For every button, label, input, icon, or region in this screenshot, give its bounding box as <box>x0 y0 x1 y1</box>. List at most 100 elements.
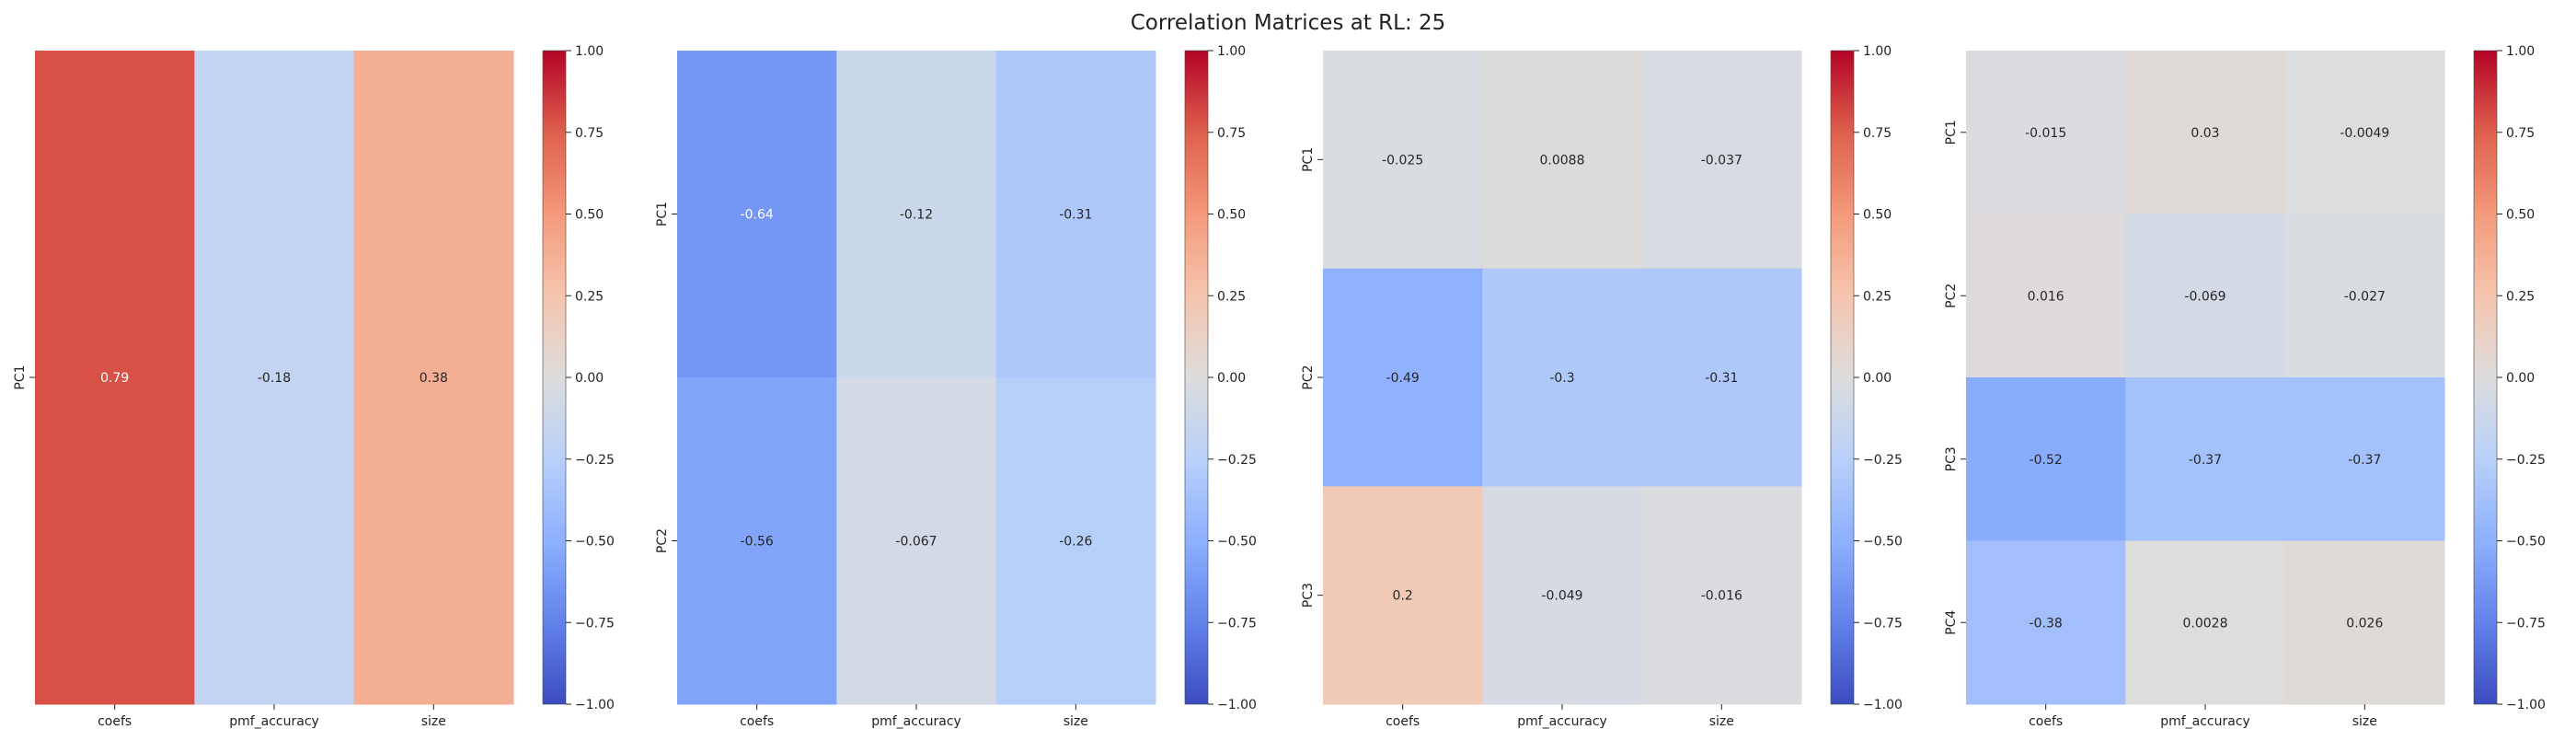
cell-annotation: -0.31 <box>1705 371 1738 386</box>
y-tick-label: PC1 <box>13 365 28 389</box>
colorbar-tick-label: 0.00 <box>575 371 604 386</box>
x-tick-label: size <box>2352 714 2377 729</box>
cell-annotation: 0.0028 <box>2183 616 2228 631</box>
colorbar-tick-label: 0.50 <box>2506 208 2535 223</box>
cell-annotation: -0.12 <box>900 208 933 223</box>
x-tick-label: coefs <box>1386 714 1420 729</box>
y-tick-label: PC4 <box>1944 610 1959 635</box>
cell-annotation: 0.2 <box>1393 589 1413 604</box>
heatmap-cell <box>1966 540 2126 705</box>
y-tick-label: PC3 <box>1944 446 1959 471</box>
heatmap-panel-3: -0.025 0.0088 -0.037 -0.49 -0.3 -0.31 0.2 -0.04… <box>1301 44 1903 729</box>
heatmap-cell <box>677 377 837 705</box>
colorbar-tick-label: −1.00 <box>2506 698 2546 712</box>
heatmap-cell <box>1323 51 1483 270</box>
heatmap-cell <box>194 51 355 705</box>
cell-annotation: -0.015 <box>2025 126 2066 141</box>
heatmap-cell <box>1323 486 1483 705</box>
colorbar-tick-label: 0.25 <box>575 289 604 304</box>
heatmap-cell <box>1482 486 1643 705</box>
heatmap-cell <box>1966 51 2126 214</box>
cell-annotation: 0.026 <box>2346 616 2383 631</box>
y-tick-label: PC1 <box>1944 120 1959 145</box>
heatmap-cell <box>2125 214 2286 378</box>
colorbar-tick-label: −0.25 <box>2506 453 2546 468</box>
colorbar-tick-label: −0.75 <box>1863 616 1903 631</box>
colorbar-tick-label: 0.50 <box>575 208 604 223</box>
cell-annotation: 0.79 <box>100 371 129 386</box>
colorbar-tick-label: −0.50 <box>1217 535 1257 550</box>
cell-annotation: 0.03 <box>2191 126 2219 141</box>
cell-annotation: -0.56 <box>741 535 774 550</box>
heatmap-cell <box>353 51 514 705</box>
heatmap-cell <box>2284 377 2445 541</box>
cell-annotation: -0.49 <box>1386 371 1420 386</box>
heatmap-cell <box>35 51 195 705</box>
colorbar-tick-label: 0.50 <box>1217 208 1246 223</box>
heatmap-cell <box>2284 51 2445 214</box>
heatmap-cell <box>995 51 1156 378</box>
y-tick-label: PC3 <box>1301 583 1316 608</box>
colorbar-tick-label: 0.50 <box>1863 208 1892 223</box>
figure-title: Correlation Matrices at RL: 25 <box>1131 11 1446 35</box>
cell-annotation: -0.049 <box>1541 589 1582 604</box>
colorbar-tick-label: −0.75 <box>575 616 615 631</box>
cell-annotation: -0.025 <box>1382 153 1423 168</box>
heatmap-cell <box>1966 214 2126 378</box>
cell-annotation: -0.0049 <box>2340 126 2389 141</box>
x-tick-label: pmf_accuracy <box>871 714 961 729</box>
colorbar-tick-label: −0.50 <box>2506 535 2546 550</box>
x-tick-label: size <box>421 714 446 729</box>
colorbar-tick-label: −0.25 <box>1863 453 1903 468</box>
colorbar-tick-label: 0.75 <box>1863 126 1892 141</box>
y-tick-label: PC1 <box>1301 147 1316 172</box>
y-tick-label: PC1 <box>655 202 670 226</box>
heatmap-cell <box>677 51 837 378</box>
colorbar-tick-label: 0.25 <box>1863 289 1892 304</box>
cell-annotation: -0.3 <box>1549 371 1574 386</box>
cell-annotation: -0.037 <box>1701 153 1742 168</box>
heatmap-cell <box>836 377 997 705</box>
heatmap-panel-1: 0.79 -0.18 0.38 coefs pmf_accuracy size PC1 1.0… <box>13 44 615 729</box>
cell-annotation: -0.37 <box>2189 453 2222 468</box>
colorbar-tick-label: 1.00 <box>1863 44 1892 59</box>
colorbar-tick-label: 0.25 <box>2506 289 2535 304</box>
colorbar-tick-label: −1.00 <box>575 698 615 712</box>
x-tick-label: pmf_accuracy <box>2160 714 2250 729</box>
heatmap-cell <box>2125 51 2286 214</box>
heatmap-panel-2: -0.64 -0.12 -0.31 -0.56 -0.067 -0.26 coefs pmf_… <box>655 44 1257 729</box>
cell-annotation: -0.016 <box>1701 589 1742 604</box>
heatmap-cell <box>1641 268 1802 487</box>
colorbar <box>1185 51 1208 704</box>
colorbar-tick-label: −0.75 <box>2506 616 2546 631</box>
heatmap-cell <box>2284 540 2445 705</box>
colorbar-tick-label: 0.75 <box>2506 126 2535 141</box>
colorbar-tick-label: −0.25 <box>1217 453 1257 468</box>
colorbar-tick-label: −1.00 <box>1863 698 1903 712</box>
colorbar-tick-label: −1.00 <box>1217 698 1257 712</box>
heatmap-cell <box>2125 377 2286 541</box>
x-tick-label: pmf_accuracy <box>229 714 319 729</box>
heatmap-panel-4: -0.015 0.03 -0.0049 0.016 -0.069 -0.027 -0.52 -… <box>1944 44 2546 729</box>
colorbar-tick-label: −0.50 <box>575 535 615 550</box>
y-tick-label: PC2 <box>1301 365 1316 389</box>
colorbar-tick-label: 0.75 <box>575 126 604 141</box>
x-tick-label: coefs <box>98 714 132 729</box>
x-tick-label: size <box>1709 714 1734 729</box>
heatmap-cell <box>995 377 1156 705</box>
cell-annotation: 0.016 <box>2028 289 2064 304</box>
colorbar-tick-label: −0.25 <box>575 453 615 468</box>
colorbar <box>1831 51 1854 704</box>
x-tick-label: coefs <box>740 714 774 729</box>
cell-annotation: -0.26 <box>1059 535 1092 550</box>
x-tick-label: coefs <box>2029 714 2063 729</box>
colorbar-tick-label: 0.00 <box>1863 371 1892 386</box>
cell-annotation: -0.069 <box>2184 289 2225 304</box>
heatmap-cell <box>1641 486 1802 705</box>
heatmap-cell <box>1966 377 2126 541</box>
cell-annotation: -0.027 <box>2344 289 2386 304</box>
colorbar-tick-label: −0.75 <box>1217 616 1257 631</box>
cell-annotation: -0.38 <box>2030 616 2063 631</box>
colorbar-tick-label: 0.00 <box>1217 371 1246 386</box>
